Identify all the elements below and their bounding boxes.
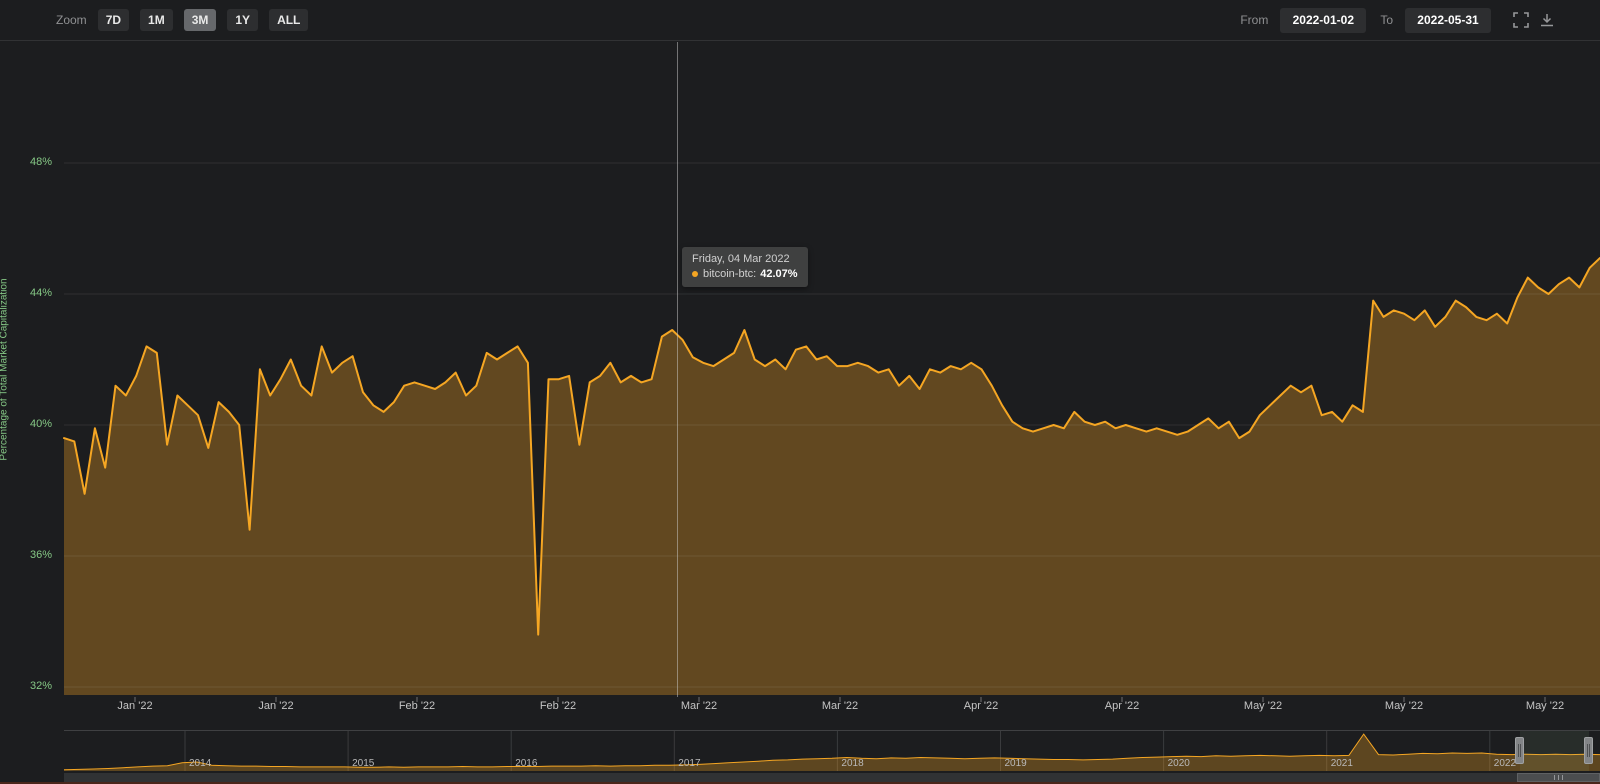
x-axis-label: Mar '22 bbox=[821, 700, 859, 712]
series-marker-dot bbox=[692, 271, 698, 277]
x-axis-label: May '22 bbox=[1384, 700, 1424, 712]
zoom-range-button-1m[interactable]: 1M bbox=[140, 9, 173, 31]
x-axis-label: May '22 bbox=[1243, 700, 1283, 712]
to-label: To bbox=[1380, 13, 1393, 27]
x-axis-label: May '22 bbox=[1525, 700, 1565, 712]
crosshair-line bbox=[677, 42, 678, 697]
navigator-selected-range[interactable] bbox=[1520, 731, 1589, 771]
navigator-right-handle[interactable] bbox=[1584, 737, 1593, 764]
navigator-left-handle[interactable] bbox=[1515, 737, 1524, 764]
x-axis-label: Feb '22 bbox=[539, 700, 577, 712]
download-icon[interactable] bbox=[1537, 10, 1557, 30]
navigator-top-border bbox=[64, 730, 1600, 731]
zoom-label: Zoom bbox=[56, 13, 87, 27]
from-date-input[interactable]: 2022-01-02 bbox=[1280, 7, 1367, 33]
tooltip-series-row: bitcoin-btc: 42.07% bbox=[692, 268, 798, 280]
scrollbar-track[interactable] bbox=[64, 773, 1600, 782]
y-axis-label: 36% bbox=[29, 549, 52, 561]
x-axis-label: Apr '22 bbox=[1104, 700, 1140, 712]
x-axis-label: Mar '22 bbox=[680, 700, 718, 712]
x-axis-label: Feb '22 bbox=[398, 700, 436, 712]
navigator-year-label: 2016 bbox=[515, 758, 538, 769]
bottom-divider bbox=[0, 782, 1600, 784]
tooltip: Friday, 04 Mar 2022 bitcoin-btc: 42.07% bbox=[682, 247, 808, 287]
toolbar: Zoom 7D 1M 3M 1Y ALL From 2022-01-02 To … bbox=[0, 0, 1600, 41]
navigator-year-label: 2014 bbox=[189, 758, 212, 769]
y-axis-title: Percentage of Total Market Capitalizatio… bbox=[0, 278, 10, 461]
x-axis-label: Jan '22 bbox=[117, 700, 153, 712]
y-axis-label: 40% bbox=[29, 418, 52, 430]
x-axis-label: Apr '22 bbox=[963, 700, 999, 712]
x-axis-label: Jan '22 bbox=[258, 700, 294, 712]
y-axis-label: 32% bbox=[29, 680, 52, 692]
navigator-year-label: 2020 bbox=[1167, 758, 1190, 769]
navigator-year-label: 2019 bbox=[1004, 758, 1027, 769]
y-axis-label: 44% bbox=[29, 287, 52, 299]
zoom-range-button-3m[interactable]: 3M bbox=[183, 9, 217, 31]
tooltip-value: 42.07% bbox=[760, 268, 798, 280]
navigator-year-label: 2018 bbox=[841, 758, 864, 769]
navigator-year-label: 2015 bbox=[352, 758, 375, 769]
tooltip-date: Friday, 04 Mar 2022 bbox=[692, 253, 790, 265]
to-date-input[interactable]: 2022-05-31 bbox=[1405, 7, 1491, 33]
scrollbar-grip-icon bbox=[1554, 775, 1563, 780]
zoom-range-button-all[interactable]: ALL bbox=[269, 9, 309, 31]
from-label: From bbox=[1240, 13, 1269, 27]
navigator-year-label: 2017 bbox=[678, 758, 701, 769]
fullscreen-icon[interactable] bbox=[1511, 10, 1531, 30]
zoom-range-button-7d[interactable]: 7D bbox=[97, 9, 130, 31]
scrollbar-thumb[interactable] bbox=[1517, 773, 1600, 782]
tooltip-series-label: bitcoin-btc: bbox=[703, 268, 757, 280]
zoom-range-button-1y[interactable]: 1Y bbox=[227, 9, 259, 31]
navigator-year-label: 2022 bbox=[1493, 758, 1517, 769]
y-axis-label: 48% bbox=[29, 156, 52, 168]
navigator-year-label: 2021 bbox=[1330, 758, 1353, 769]
